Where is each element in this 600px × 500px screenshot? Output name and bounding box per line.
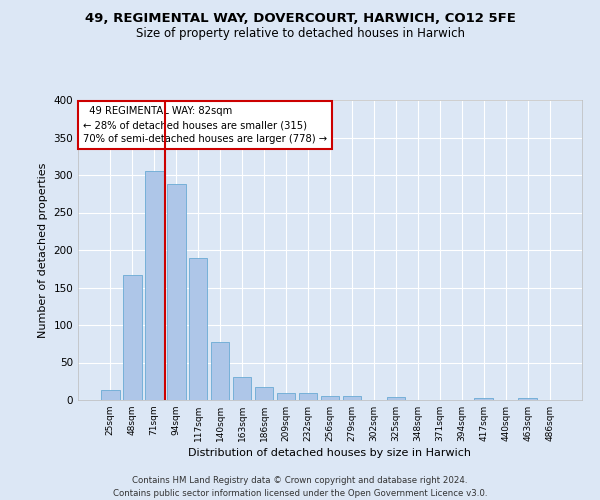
Text: Contains public sector information licensed under the Open Government Licence v3: Contains public sector information licen… — [113, 489, 487, 498]
Bar — [167, 184, 185, 400]
Bar — [320, 396, 340, 400]
Bar — [277, 393, 295, 400]
Text: Size of property relative to detached houses in Harwich: Size of property relative to detached ho… — [136, 28, 464, 40]
Bar — [189, 258, 208, 400]
Bar — [145, 171, 164, 400]
Bar — [299, 393, 317, 400]
Text: 49, REGIMENTAL WAY, DOVERCOURT, HARWICH, CO12 5FE: 49, REGIMENTAL WAY, DOVERCOURT, HARWICH,… — [85, 12, 515, 26]
Bar — [386, 397, 405, 400]
Bar — [211, 342, 229, 400]
Bar — [233, 377, 251, 400]
Y-axis label: Number of detached properties: Number of detached properties — [38, 162, 48, 338]
Bar — [123, 275, 142, 400]
Bar — [255, 386, 274, 400]
Bar — [518, 398, 537, 400]
X-axis label: Distribution of detached houses by size in Harwich: Distribution of detached houses by size … — [188, 448, 472, 458]
Bar — [475, 398, 493, 400]
Text: 49 REGIMENTAL WAY: 82sqm
← 28% of detached houses are smaller (315)
70% of semi-: 49 REGIMENTAL WAY: 82sqm ← 28% of detach… — [83, 106, 327, 144]
Bar — [101, 390, 119, 400]
Bar — [343, 396, 361, 400]
Text: Contains HM Land Registry data © Crown copyright and database right 2024.: Contains HM Land Registry data © Crown c… — [132, 476, 468, 485]
